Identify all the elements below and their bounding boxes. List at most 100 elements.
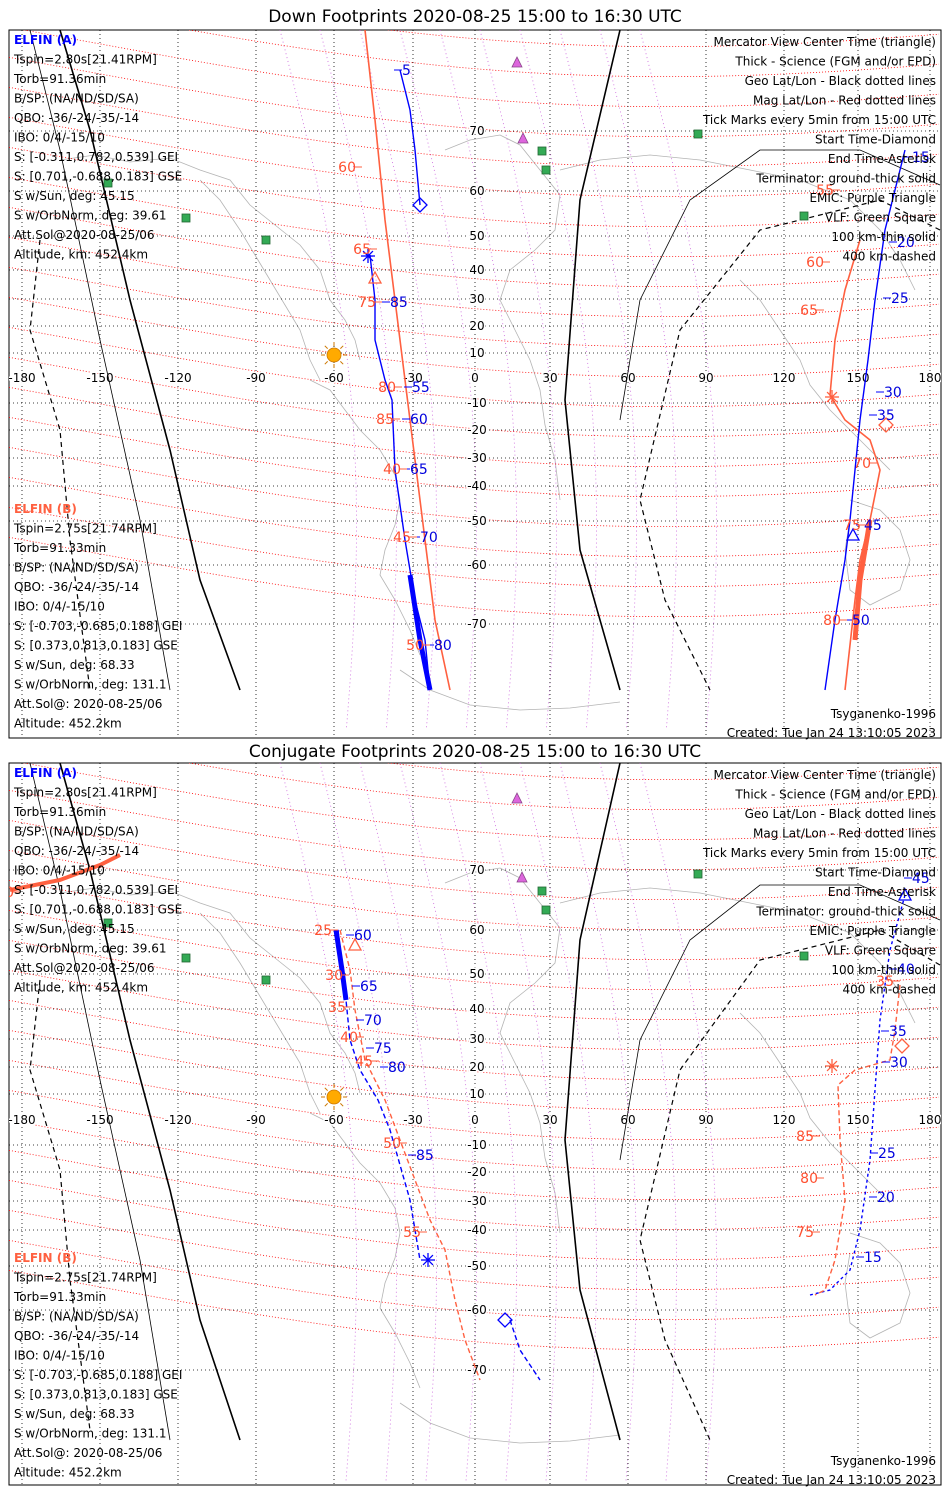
lat-label: 70 bbox=[469, 863, 484, 877]
lon-label: -30 bbox=[403, 371, 423, 385]
elfin-b-info: Torb=91.33min bbox=[13, 541, 106, 555]
mag-meridian bbox=[559, 30, 637, 731]
elfin-a-info: S w/Sun, deg: 45.15 bbox=[14, 922, 135, 936]
elfin-a-info: Torb=91.36min bbox=[13, 72, 106, 86]
legend-item: VLF: Green Square bbox=[825, 211, 936, 225]
elfin-a-info: QBO: -36/-24/-35/-14 bbox=[14, 844, 139, 858]
elfin-a-tick-label: 35 bbox=[877, 408, 895, 424]
coastline bbox=[444, 134, 561, 501]
elfin-a-tick-label: 20 bbox=[897, 235, 915, 251]
lon-label: 60 bbox=[620, 1113, 635, 1127]
mag-latitude bbox=[9, 879, 940, 961]
elfin-a-tick-label: 20 bbox=[877, 1190, 895, 1206]
elfin-b-info: QBO: -36/-24/-35/-14 bbox=[14, 1329, 139, 1343]
triangle-icon bbox=[517, 132, 529, 144]
terminator-100km bbox=[29, 30, 171, 691]
coastline bbox=[844, 499, 911, 606]
elfin-b-info: Altitude: 452.2km bbox=[14, 717, 122, 731]
mag-latitude bbox=[9, 1239, 940, 1321]
elfin-a-tick-label: 40 bbox=[897, 962, 915, 978]
legend-item: Tick Marks every 5min from 15:00 UTC bbox=[702, 113, 936, 127]
terminator-ground bbox=[59, 30, 241, 691]
mag-meridian bbox=[319, 30, 397, 731]
asterisk-icon bbox=[825, 390, 839, 404]
mag-meridian bbox=[599, 30, 677, 731]
elfin-b-tick-label: 80 bbox=[378, 380, 396, 396]
down-footprints-panel: Down Footprints 2020-08-25 15:00 to 16:3… bbox=[8, 7, 942, 740]
mag-latitude bbox=[9, 416, 940, 498]
mag-latitude bbox=[9, 236, 940, 318]
lon-label: 180 bbox=[919, 371, 942, 385]
elfin-a-tick-label: 50 bbox=[852, 613, 870, 629]
mag-latitude bbox=[9, 446, 940, 528]
square-icon bbox=[103, 918, 113, 928]
elfin-b-tick-label: 70 bbox=[853, 456, 871, 472]
triangle-icon bbox=[845, 527, 861, 541]
elfin-b-track bbox=[364, 30, 451, 691]
model-name: Tsyganenko-1996 bbox=[830, 707, 936, 721]
lon-label: 150 bbox=[847, 1113, 870, 1127]
legend-item: Mag Lat/Lon - Red dotted lines bbox=[753, 827, 936, 841]
lat-label: -10 bbox=[467, 1138, 487, 1152]
lat-label: 40 bbox=[469, 263, 484, 277]
legend-item: Start Time-Diamond bbox=[815, 866, 936, 880]
mag-latitude bbox=[9, 116, 940, 198]
lon-label: 120 bbox=[773, 1113, 796, 1127]
elfin-b-info: IBO: 0/4/-15/10 bbox=[14, 600, 105, 614]
lat-label: -60 bbox=[467, 558, 487, 572]
terminator-100km bbox=[29, 763, 171, 1441]
lon-label: -180 bbox=[8, 371, 35, 385]
elfin-b-info: S w/Sun, deg: 68.33 bbox=[14, 658, 135, 672]
elfin-b-info: QBO: -36/-24/-35/-14 bbox=[14, 580, 139, 594]
elfin-b-label: ELFIN (B) bbox=[14, 1251, 77, 1265]
lon-label: -30 bbox=[403, 1113, 423, 1127]
lon-label: -90 bbox=[246, 371, 266, 385]
lat-label: -40 bbox=[467, 479, 487, 493]
lon-label: -90 bbox=[246, 1113, 266, 1127]
mag-latitude bbox=[9, 939, 940, 1021]
elfin-b-info: Att.Sol@: 2020-08-25/06 bbox=[14, 1446, 162, 1460]
elfin-b-info: S w/OrbNorm, deg: 131.1 bbox=[14, 678, 166, 692]
coastline bbox=[559, 887, 916, 1024]
terminator-400km bbox=[29, 979, 91, 1431]
square-icon bbox=[799, 951, 809, 961]
coastline bbox=[399, 1402, 621, 1444]
legend-item: 400 km-dashed bbox=[842, 250, 936, 264]
mag-latitude bbox=[21, 763, 940, 841]
elfin-a-info: B/SP: (NA/ND/SD/SA) bbox=[14, 825, 139, 839]
mag-latitude bbox=[9, 386, 940, 468]
triangle-icon bbox=[511, 792, 523, 804]
elfin-b-info: IBO: 0/4/-15/10 bbox=[14, 1349, 105, 1363]
coastline bbox=[309, 1112, 421, 1389]
elfin-a-tick-label: 25 bbox=[891, 291, 909, 307]
elfin-a-info: S: [-0.311,0.782,0.539] GEI bbox=[14, 883, 178, 897]
coastline bbox=[199, 179, 321, 381]
lat-label: -50 bbox=[467, 514, 487, 528]
diamond-icon bbox=[412, 197, 428, 213]
mag-latitude bbox=[9, 1179, 940, 1261]
model-name: Tsyganenko-1996 bbox=[830, 1454, 936, 1468]
mag-latitude bbox=[21, 30, 940, 108]
elfin-a-info: IBO: 0/4/-15/10 bbox=[14, 131, 105, 145]
square-icon bbox=[693, 129, 703, 139]
mag-latitude bbox=[9, 849, 940, 931]
mag-latitude bbox=[9, 326, 940, 408]
diamond-icon bbox=[497, 1312, 513, 1328]
square-icon bbox=[261, 235, 271, 245]
mag-meridian bbox=[279, 30, 357, 731]
elfin-a-tick-label: 65 bbox=[360, 979, 378, 995]
terminator-100km bbox=[619, 149, 941, 421]
coastline bbox=[739, 279, 891, 471]
mag-meridian bbox=[359, 30, 437, 731]
mag-latitude bbox=[9, 296, 940, 378]
created-timestamp: Created: Tue Jan 24 13:10:05 2023 bbox=[727, 726, 936, 740]
elfin-b-info: S: [0.373,0.813,0.183] GSE bbox=[14, 1388, 178, 1402]
square-icon bbox=[181, 953, 191, 963]
elfin-b-info: S w/OrbNorm, deg: 131.1 bbox=[14, 1427, 166, 1441]
elfin-a-tick-label: 55 bbox=[412, 380, 430, 396]
elfin-a-tick-label: 5 bbox=[402, 63, 411, 79]
lat-label: 10 bbox=[469, 346, 484, 360]
mag-meridian bbox=[479, 30, 557, 731]
sun-icon bbox=[321, 342, 347, 368]
legend-item: Mercator View Center Time (triangle) bbox=[714, 35, 936, 49]
